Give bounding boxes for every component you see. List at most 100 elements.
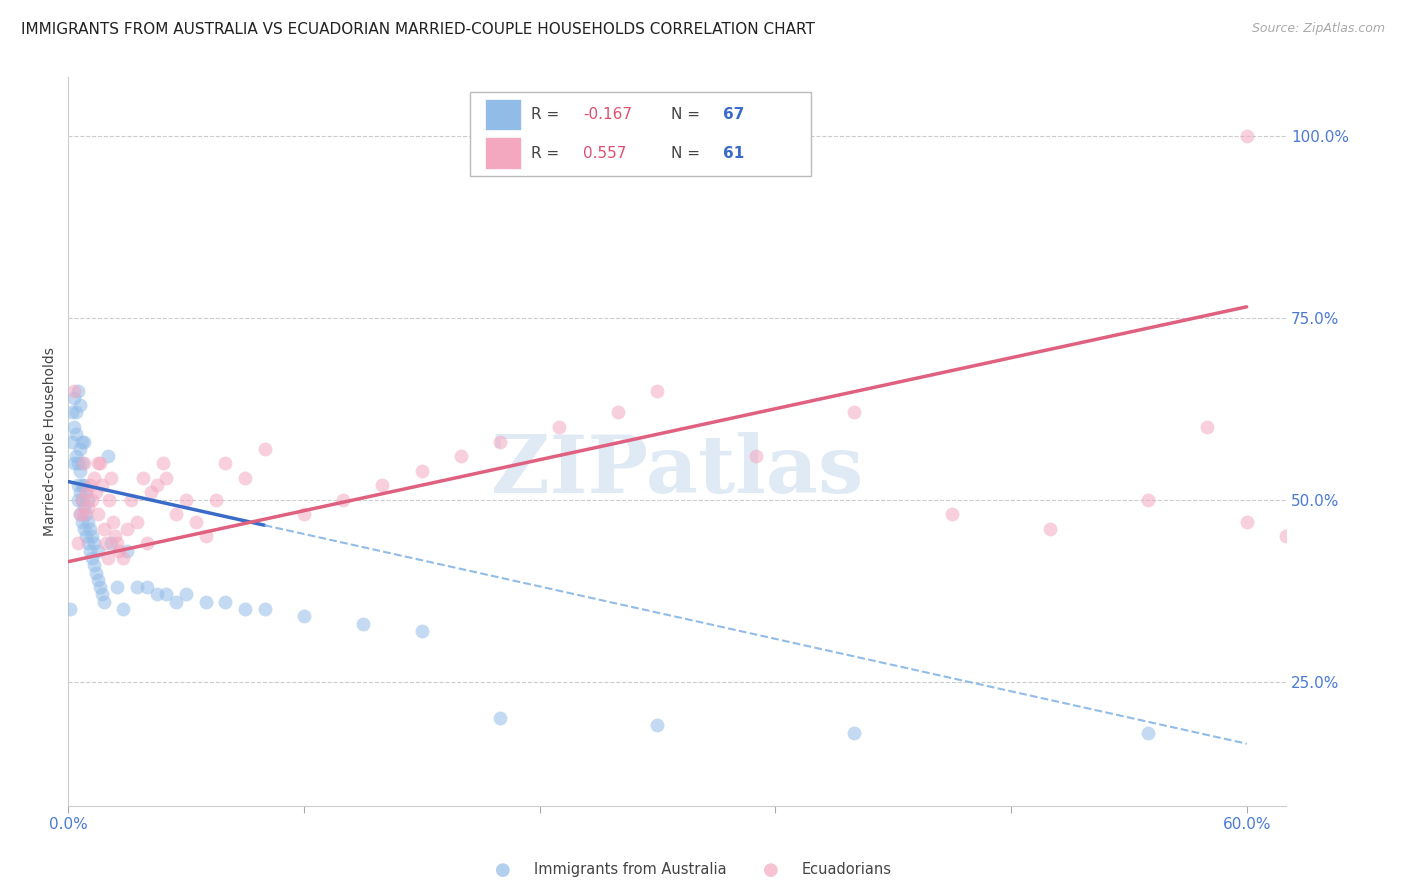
Bar [485, 137, 522, 169]
Point [744, 449, 766, 463]
Point [194, 529, 217, 543]
Point [73, 500, 96, 514]
Point [125, 515, 148, 529]
Text: Immigrants from Australia: Immigrants from Australia [534, 863, 727, 877]
Point [67, 492, 90, 507]
Point [352, 616, 374, 631]
Point [75, 508, 97, 522]
Point [108, 543, 131, 558]
Point [233, 602, 256, 616]
Point [145, 478, 167, 492]
Point [67, 536, 90, 550]
Point [450, 449, 472, 463]
Point [86, 573, 108, 587]
Point [204, 492, 226, 507]
Point [73, 434, 96, 449]
Point [89, 580, 111, 594]
Point [65, 449, 87, 463]
Point [89, 456, 111, 470]
Point [115, 522, 138, 536]
Point [70, 492, 93, 507]
Point [86, 456, 108, 470]
Point [70, 515, 93, 529]
Point [489, 711, 512, 725]
Point [63, 391, 86, 405]
Text: 67: 67 [723, 107, 745, 122]
Point [155, 471, 177, 485]
Point [86, 543, 108, 558]
Point [76, 500, 98, 514]
Point [194, 595, 217, 609]
Point [79, 522, 101, 536]
Point [75, 529, 97, 543]
Point [59, 602, 82, 616]
Point [70, 434, 93, 449]
Point [80, 551, 103, 566]
Point [69, 464, 91, 478]
Point [941, 508, 963, 522]
Point [60, 405, 83, 419]
Point [80, 492, 103, 507]
Point [292, 609, 315, 624]
Point [79, 478, 101, 492]
Point [253, 442, 276, 456]
Point [104, 529, 127, 543]
Point [125, 580, 148, 594]
Point [73, 522, 96, 536]
Text: N =: N = [671, 107, 704, 122]
Point [135, 580, 157, 594]
Point [489, 434, 512, 449]
Y-axis label: Married-couple Households: Married-couple Households [44, 347, 58, 536]
Point [115, 543, 138, 558]
Point [120, 492, 142, 507]
Point [73, 478, 96, 492]
Point [79, 543, 101, 558]
Text: R =: R = [531, 107, 564, 122]
Text: R =: R = [531, 145, 564, 161]
Text: Source: ZipAtlas.com: Source: ZipAtlas.com [1251, 22, 1385, 36]
Point [76, 515, 98, 529]
Point [69, 485, 91, 500]
Point [112, 551, 135, 566]
Point [1039, 522, 1062, 536]
Point [647, 384, 669, 398]
Text: 0.557: 0.557 [583, 145, 627, 161]
Point [152, 456, 174, 470]
Point [75, 485, 97, 500]
Point [214, 456, 236, 470]
Text: ●: ● [762, 861, 779, 879]
Point [83, 558, 105, 573]
Point [371, 478, 394, 492]
Point [94, 536, 117, 550]
Point [132, 471, 155, 485]
Point [60, 434, 83, 449]
FancyBboxPatch shape [470, 92, 811, 176]
Point [184, 515, 207, 529]
Point [76, 536, 98, 550]
Point [70, 456, 93, 470]
Point [105, 536, 128, 550]
Point [73, 456, 96, 470]
Point [292, 508, 315, 522]
Point [548, 420, 571, 434]
Point [80, 529, 103, 543]
Point [145, 587, 167, 601]
Point [253, 602, 276, 616]
Point [139, 485, 162, 500]
Point [135, 536, 157, 550]
Point [75, 485, 97, 500]
Text: IMMIGRANTS FROM AUSTRALIA VS ECUADORIAN MARRIED-COUPLE HOUSEHOLDS CORRELATION CH: IMMIGRANTS FROM AUSTRALIA VS ECUADORIAN … [21, 22, 815, 37]
Point [63, 384, 86, 398]
Point [67, 456, 90, 470]
Point [1236, 515, 1258, 529]
Point [83, 536, 105, 550]
Point [69, 508, 91, 522]
Point [65, 427, 87, 442]
Point [105, 580, 128, 594]
Point [96, 551, 118, 566]
Text: Ecuadorians: Ecuadorians [801, 863, 891, 877]
Point [83, 471, 105, 485]
Point [174, 492, 197, 507]
Text: ZIPatlas: ZIPatlas [491, 432, 863, 509]
Point [1275, 529, 1298, 543]
